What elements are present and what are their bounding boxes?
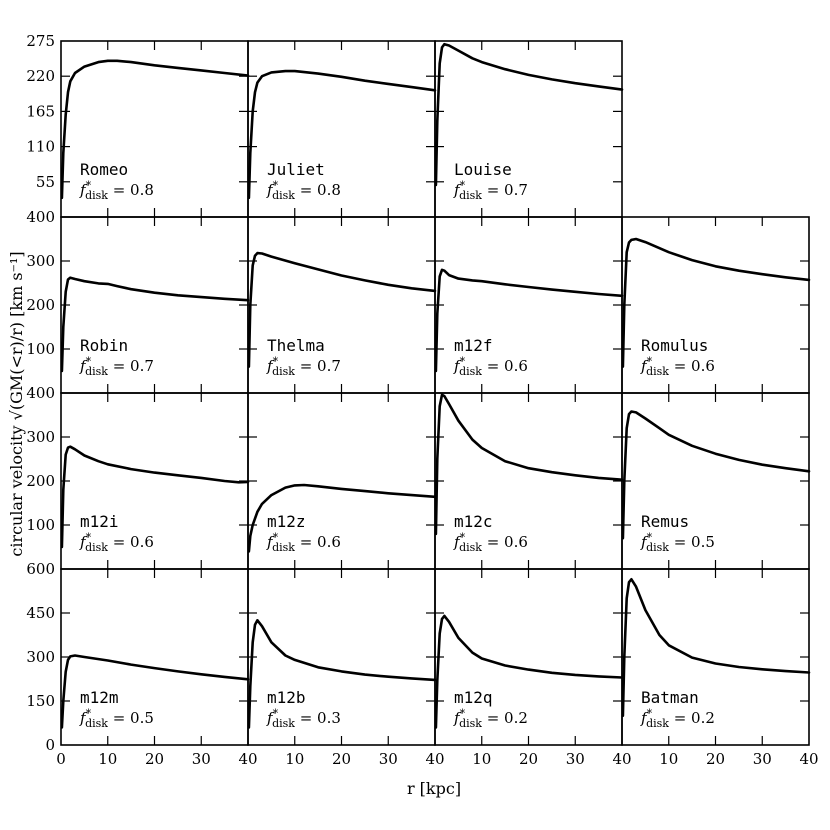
rotation-curve-line xyxy=(434,42,624,187)
fdisk-label: f* disk = 0.6 xyxy=(453,531,528,554)
y-tick-label: 100 xyxy=(26,340,55,358)
x-tick-label: 20 xyxy=(519,750,538,768)
fdisk-label: f* disk = 0.6 xyxy=(79,531,154,554)
rotation-curve-line xyxy=(434,614,624,729)
x-tick-label: 30 xyxy=(566,750,585,768)
x-tick-label: 10 xyxy=(659,750,678,768)
galaxy-name-label: m12b xyxy=(267,688,306,707)
galaxy-name-label: m12q xyxy=(454,688,493,707)
rotation-curve-line xyxy=(434,268,624,373)
fdisk-label: f* disk = 0.7 xyxy=(453,179,528,202)
x-tick-label: 10 xyxy=(472,750,491,768)
rotation-curve-line xyxy=(247,69,437,200)
x-tick-label: 20 xyxy=(706,750,725,768)
fdisk-label: f* disk = 0.2 xyxy=(640,707,715,730)
y-tick-label: 110 xyxy=(26,138,55,156)
fdisk-label: f* disk = 0.6 xyxy=(266,531,341,554)
x-tick-label: 10 xyxy=(285,750,304,768)
rotation-curve-line xyxy=(60,445,250,549)
y-tick-label: 220 xyxy=(26,67,55,85)
x-tick-label: 40 xyxy=(425,750,444,768)
galaxy-name-label: m12m xyxy=(80,688,119,707)
rotation-curve-line xyxy=(60,654,250,729)
x-tick-label: 40 xyxy=(612,750,631,768)
galaxy-name-label: Louise xyxy=(454,160,512,179)
galaxy-name-label: Robin xyxy=(80,336,128,355)
fdisk-label: f* disk = 0.2 xyxy=(453,707,528,730)
fdisk-label: f* disk = 0.5 xyxy=(640,531,715,554)
y-tick-label: 0 xyxy=(45,736,55,754)
fdisk-label: f* disk = 0.8 xyxy=(266,179,341,202)
x-tick-label: 40 xyxy=(799,750,818,768)
galaxy-name-label: m12i xyxy=(80,512,119,531)
fdisk-label: f* disk = 0.7 xyxy=(266,355,341,378)
rotation-curve-line xyxy=(621,577,811,718)
fdisk-label: f* disk = 0.7 xyxy=(79,355,154,378)
y-tick-label: 100 xyxy=(26,516,55,534)
rotation-curve-line xyxy=(60,276,250,373)
fdisk-label: f* disk = 0.6 xyxy=(453,355,528,378)
y-tick-label: 400 xyxy=(26,208,55,226)
rotation-curve-line xyxy=(621,237,811,368)
y-tick-label: 300 xyxy=(26,648,55,666)
fdisk-label: f* disk = 0.6 xyxy=(640,355,715,378)
y-tick-label: 300 xyxy=(26,252,55,270)
y-tick-label: 55 xyxy=(36,173,55,191)
x-tick-label: 10 xyxy=(98,750,117,768)
x-axis-label: r [kpc] xyxy=(407,779,461,798)
rotation-curve-line xyxy=(247,251,437,368)
y-tick-label: 275 xyxy=(26,32,55,50)
y-tick-label: 300 xyxy=(26,428,55,446)
rotation-curve-line xyxy=(247,618,437,729)
fdisk-label: f* disk = 0.3 xyxy=(266,707,341,730)
galaxy-name-label: Romeo xyxy=(80,160,128,179)
galaxy-name-label: m12f xyxy=(454,336,493,355)
x-tick-label: 30 xyxy=(753,750,772,768)
rotation-curve-line xyxy=(434,393,624,536)
y-axis-label: circular velocity √(GM(<r)/r) [km s⁻¹] xyxy=(7,251,26,556)
galaxy-name-label: Juliet xyxy=(267,160,325,179)
x-tick-label: 30 xyxy=(192,750,211,768)
y-tick-label: 150 xyxy=(26,692,55,710)
x-tick-label: 20 xyxy=(145,750,164,768)
x-tick-label: 30 xyxy=(379,750,398,768)
y-tick-label: 600 xyxy=(26,560,55,578)
y-tick-label: 165 xyxy=(26,102,55,120)
y-tick-label: 200 xyxy=(26,296,55,314)
fdisk-label: f* disk = 0.8 xyxy=(79,179,154,202)
galaxy-name-label: Romulus xyxy=(641,336,708,355)
galaxy-name-label: Remus xyxy=(641,512,689,531)
y-tick-label: 450 xyxy=(26,604,55,622)
galaxy-name-label: Batman xyxy=(641,688,699,707)
x-tick-label: 20 xyxy=(332,750,351,768)
galaxy-name-label: m12z xyxy=(267,512,306,531)
rotation-curve-line xyxy=(247,483,437,553)
galaxy-name-label: m12c xyxy=(454,512,493,531)
rotation-curve-line xyxy=(621,410,811,540)
galaxy-name-label: Thelma xyxy=(267,336,325,355)
y-tick-label: 200 xyxy=(26,472,55,490)
rotation-curve-line xyxy=(60,59,250,200)
x-tick-label: 40 xyxy=(238,750,257,768)
fdisk-label: f* disk = 0.5 xyxy=(79,707,154,730)
y-tick-label: 400 xyxy=(26,384,55,402)
x-tick-label: 0 xyxy=(56,750,66,768)
